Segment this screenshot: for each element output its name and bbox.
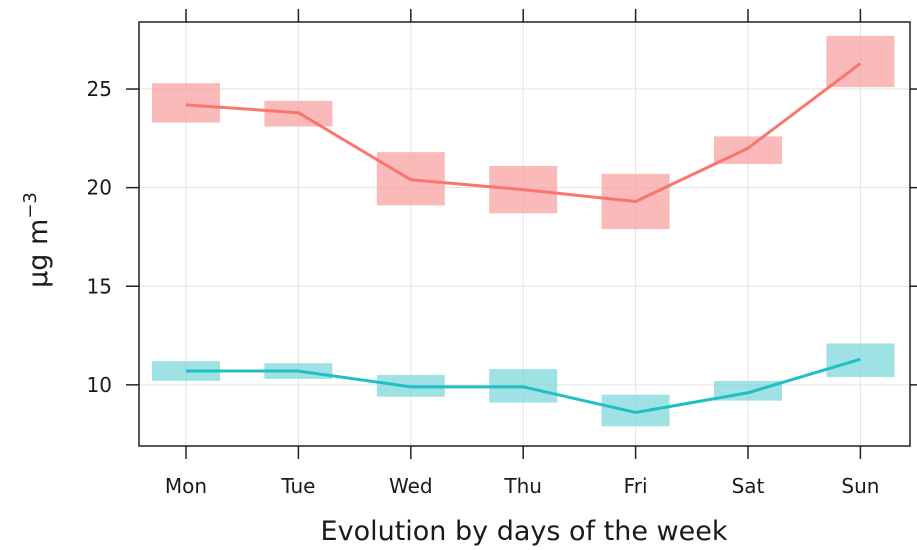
grid-lines xyxy=(139,22,910,446)
x-tick-labels: Mon Tue Wed Thu Fri Sat Sun xyxy=(165,474,880,498)
plot-frame xyxy=(138,21,911,447)
y-axis-title-exponent: −3 xyxy=(20,192,41,219)
series-lines xyxy=(185,62,862,414)
x-axis-title: Evolution by days of the week xyxy=(321,516,728,547)
confidence-band xyxy=(826,35,895,88)
x-tick-label: Tue xyxy=(280,474,315,498)
y-axis-title-unit: µg m xyxy=(23,219,54,288)
series-line xyxy=(185,62,862,203)
confidence-band xyxy=(152,83,220,123)
y-tick-labels: 10 15 20 25 xyxy=(87,77,112,397)
x-tick-label: Sat xyxy=(732,474,765,498)
x-tick-label: Thu xyxy=(503,474,542,498)
y-tick-label: 10 xyxy=(87,373,112,397)
y-tick-label: 25 xyxy=(87,77,112,101)
x-tick-label: Wed xyxy=(389,474,433,498)
x-tick-label: Sun xyxy=(841,474,879,498)
y-axis-title: µg m−3 xyxy=(20,192,54,288)
confidence-band xyxy=(601,394,670,427)
y-tick-label: 20 xyxy=(87,176,112,200)
y-tick-label: 15 xyxy=(87,274,112,298)
series-line xyxy=(186,357,861,414)
x-tick-label: Mon xyxy=(165,474,207,498)
x-tick-label: Fri xyxy=(624,474,648,498)
